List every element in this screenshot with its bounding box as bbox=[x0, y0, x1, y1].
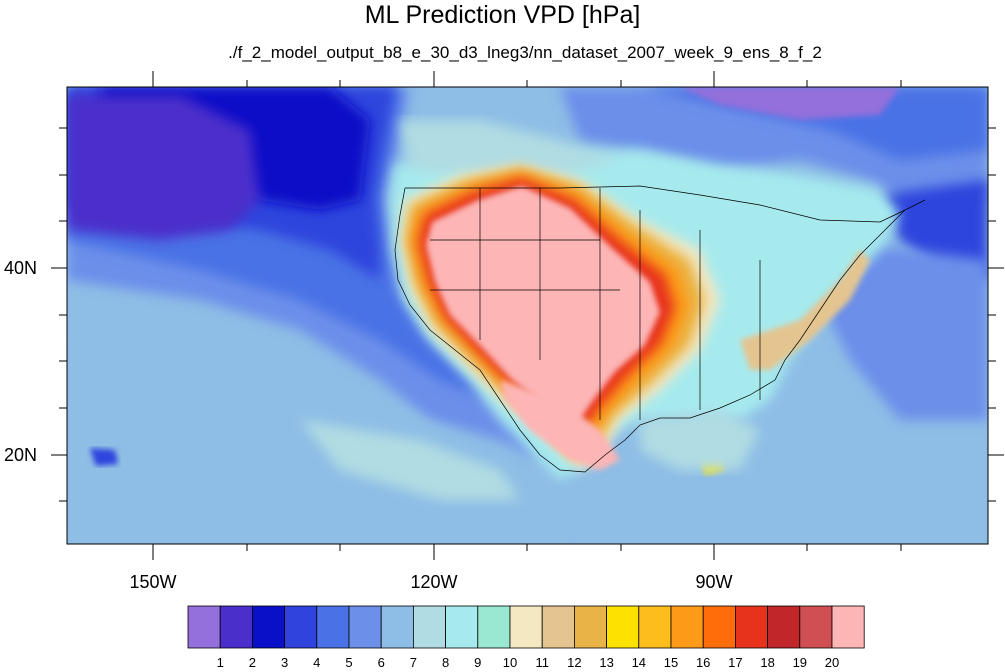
colorbar-swatch bbox=[477, 605, 511, 649]
colorbar-label: 5 bbox=[345, 655, 353, 670]
colorbar-label: 15 bbox=[663, 655, 679, 670]
colorbar-label: 13 bbox=[599, 655, 614, 670]
boundary-lines bbox=[394, 185, 926, 473]
colorbar-swatch bbox=[735, 605, 769, 649]
map-title: ML Prediction VPD [hPa] bbox=[364, 1, 641, 29]
colorbar-label: 11 bbox=[535, 655, 549, 670]
colorbar-swatch bbox=[606, 605, 640, 649]
lat-label-20n: 20N bbox=[4, 445, 38, 465]
lon-label-150w: 150W bbox=[129, 572, 177, 592]
colorbar-swatch bbox=[767, 605, 801, 649]
colorbar-swatch bbox=[574, 605, 608, 649]
colorbar-swatch bbox=[412, 605, 446, 649]
colorbar-label: 14 bbox=[631, 655, 647, 670]
colorbar bbox=[187, 605, 865, 649]
colorbar-label: 6 bbox=[377, 655, 385, 670]
map-subtitle: ./f_2_model_output_b8_e_30_d3_lneg3/nn_d… bbox=[228, 43, 822, 62]
colorbar-swatch bbox=[799, 605, 833, 649]
colorbar-label: 19 bbox=[792, 655, 808, 670]
colorbar-swatch bbox=[316, 605, 350, 649]
lon-label-120w: 120W bbox=[410, 572, 458, 592]
colorbar-swatch bbox=[638, 605, 672, 649]
colorbar-swatch bbox=[445, 605, 479, 649]
colorbar-label: 2 bbox=[248, 655, 256, 670]
colorbar-swatch bbox=[187, 605, 221, 649]
colorbar-label: 10 bbox=[502, 655, 518, 670]
colorbar-label: 7 bbox=[409, 655, 417, 670]
colorbar-label: 12 bbox=[567, 655, 582, 670]
colorbar-swatch bbox=[380, 605, 414, 649]
colorbar-label: 16 bbox=[695, 655, 711, 670]
colorbar-swatch bbox=[284, 605, 318, 649]
axis-ticks bbox=[51, 71, 1004, 560]
colorbar-swatch bbox=[831, 605, 865, 649]
colorbar-swatch bbox=[219, 605, 253, 649]
colorbar-swatch bbox=[541, 605, 575, 649]
colorbar-label: 1 bbox=[216, 655, 224, 670]
lat-label-40n: 40N bbox=[4, 258, 38, 278]
colorbar-swatch bbox=[702, 605, 736, 649]
colorbar-label: 3 bbox=[280, 655, 289, 670]
lon-label-90w: 90W bbox=[695, 572, 733, 592]
vpd-field bbox=[67, 87, 988, 544]
colorbar-label: 17 bbox=[728, 655, 743, 670]
colorbar-label: 20 bbox=[824, 655, 840, 670]
colorbar-label: 8 bbox=[441, 655, 450, 670]
colorbar-swatch bbox=[670, 605, 704, 649]
colorbar-swatch bbox=[348, 605, 382, 649]
colorbar-label: 18 bbox=[760, 655, 775, 670]
colorbar-label: 4 bbox=[313, 655, 321, 670]
colorbar-swatch bbox=[251, 605, 285, 649]
colorbar-label: 9 bbox=[474, 655, 482, 670]
colorbar-swatch bbox=[509, 605, 543, 649]
